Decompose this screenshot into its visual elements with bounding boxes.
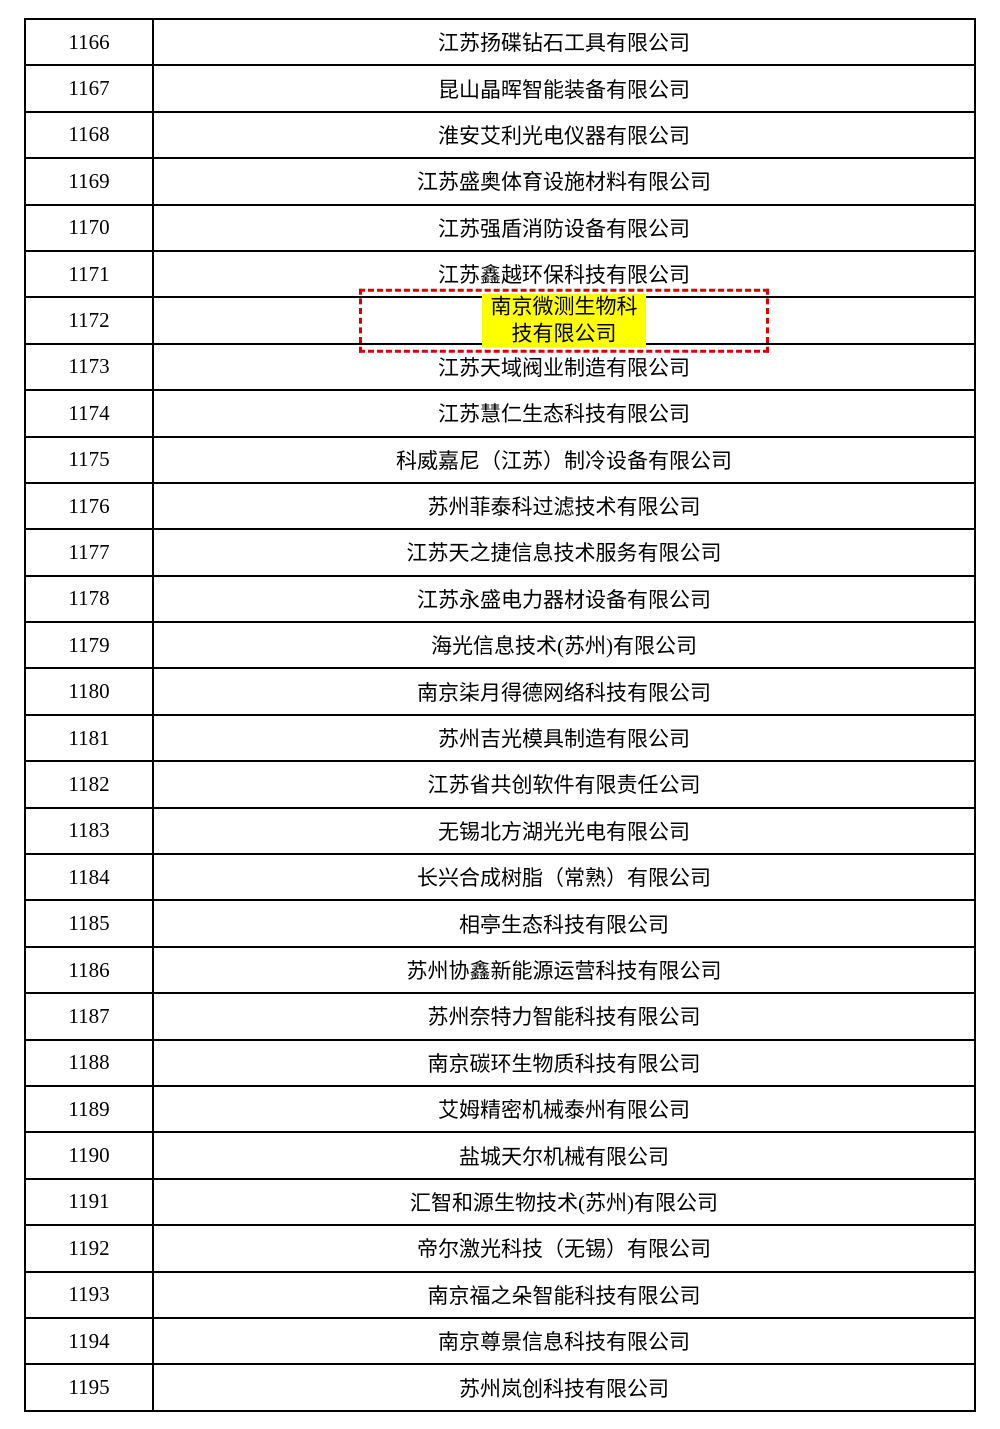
company-name-cell: 江苏扬碟钻石工具有限公司 (153, 19, 975, 65)
company-name-cell: 南京福之朵智能科技有限公司 (153, 1272, 975, 1318)
table-row: 1174江苏慧仁生态科技有限公司 (25, 390, 975, 436)
company-name-cell: 江苏省共创软件有限责任公司 (153, 761, 975, 807)
row-number-cell: 1183 (25, 808, 153, 854)
row-number-cell: 1191 (25, 1179, 153, 1225)
row-number-cell: 1168 (25, 112, 153, 158)
company-name-cell: 苏州奈特力智能科技有限公司 (153, 993, 975, 1039)
row-number-cell: 1177 (25, 529, 153, 575)
row-number-cell: 1167 (25, 65, 153, 111)
table-row: 1167昆山晶晖智能装备有限公司 (25, 65, 975, 111)
table-row: 1188南京碳环生物质科技有限公司 (25, 1040, 975, 1086)
row-number-cell: 1189 (25, 1086, 153, 1132)
row-number-cell: 1182 (25, 761, 153, 807)
row-number-cell: 1179 (25, 622, 153, 668)
row-number-cell: 1178 (25, 576, 153, 622)
table-row: 1178江苏永盛电力器材设备有限公司 (25, 576, 975, 622)
company-name-cell: 南京尊景信息科技有限公司 (153, 1318, 975, 1364)
row-number-cell: 1186 (25, 947, 153, 993)
row-number-cell: 1176 (25, 483, 153, 529)
row-number-cell: 1180 (25, 668, 153, 714)
company-name-cell: 苏州菲泰科过滤技术有限公司 (153, 483, 975, 529)
table-row: 1183无锡北方湖光光电有限公司 (25, 808, 975, 854)
company-name-cell: 江苏强盾消防设备有限公司 (153, 205, 975, 251)
company-name-cell: 江苏永盛电力器材设备有限公司 (153, 576, 975, 622)
table-row: 1194南京尊景信息科技有限公司 (25, 1318, 975, 1364)
company-name-cell: 江苏天之捷信息技术服务有限公司 (153, 529, 975, 575)
table-row: 1172南京微测生物科技有限公司 (25, 297, 975, 343)
table-row: 1176苏州菲泰科过滤技术有限公司 (25, 483, 975, 529)
row-number-cell: 1171 (25, 251, 153, 297)
table-body: 1166江苏扬碟钻石工具有限公司1167昆山晶晖智能装备有限公司1168淮安艾利… (25, 19, 975, 1411)
table-row: 1186苏州协鑫新能源运营科技有限公司 (25, 947, 975, 993)
row-number-cell: 1185 (25, 900, 153, 946)
row-number-cell: 1173 (25, 344, 153, 390)
table-row: 1177江苏天之捷信息技术服务有限公司 (25, 529, 975, 575)
company-name-cell: 江苏天域阀业制造有限公司 (153, 344, 975, 390)
company-name-cell: 汇智和源生物技术(苏州)有限公司 (153, 1179, 975, 1225)
company-name-cell: 无锡北方湖光光电有限公司 (153, 808, 975, 854)
row-number-cell: 1190 (25, 1132, 153, 1178)
company-name-cell: 苏州岚创科技有限公司 (153, 1364, 975, 1410)
row-number-cell: 1193 (25, 1272, 153, 1318)
table-row: 1166江苏扬碟钻石工具有限公司 (25, 19, 975, 65)
table-row: 1193南京福之朵智能科技有限公司 (25, 1272, 975, 1318)
page-container: 1166江苏扬碟钻石工具有限公司1167昆山晶晖智能装备有限公司1168淮安艾利… (0, 0, 1000, 1429)
company-name-cell: 相亭生态科技有限公司 (153, 900, 975, 946)
row-number-cell: 1194 (25, 1318, 153, 1364)
table-row: 1170江苏强盾消防设备有限公司 (25, 205, 975, 251)
table-row: 1187苏州奈特力智能科技有限公司 (25, 993, 975, 1039)
table-row: 1195苏州岚创科技有限公司 (25, 1364, 975, 1410)
table-row: 1191汇智和源生物技术(苏州)有限公司 (25, 1179, 975, 1225)
company-name-cell: 长兴合成树脂（常熟）有限公司 (153, 854, 975, 900)
table-row: 1184长兴合成树脂（常熟）有限公司 (25, 854, 975, 900)
table-row: 1179海光信息技术(苏州)有限公司 (25, 622, 975, 668)
company-name-cell: 江苏盛奥体育设施材料有限公司 (153, 158, 975, 204)
row-number-cell: 1170 (25, 205, 153, 251)
table-row: 1190盐城天尔机械有限公司 (25, 1132, 975, 1178)
company-name-cell: 淮安艾利光电仪器有限公司 (153, 112, 975, 158)
table-row: 1192帝尔激光科技（无锡）有限公司 (25, 1225, 975, 1271)
company-name-cell: 科威嘉尼（江苏）制冷设备有限公司 (153, 437, 975, 483)
row-number-cell: 1172 (25, 297, 153, 343)
row-number-cell: 1169 (25, 158, 153, 204)
company-name-cell: 南京柒月得德网络科技有限公司 (153, 668, 975, 714)
company-name-cell: 昆山晶晖智能装备有限公司 (153, 65, 975, 111)
company-name-cell: 海光信息技术(苏州)有限公司 (153, 622, 975, 668)
table-row: 1189艾姆精密机械泰州有限公司 (25, 1086, 975, 1132)
row-number-cell: 1174 (25, 390, 153, 436)
table-row: 1169江苏盛奥体育设施材料有限公司 (25, 158, 975, 204)
table-row: 1185相亭生态科技有限公司 (25, 900, 975, 946)
row-number-cell: 1166 (25, 19, 153, 65)
company-name-cell: 南京微测生物科技有限公司 (153, 297, 975, 343)
row-number-cell: 1188 (25, 1040, 153, 1086)
table-row: 1180南京柒月得德网络科技有限公司 (25, 668, 975, 714)
row-number-cell: 1184 (25, 854, 153, 900)
company-table: 1166江苏扬碟钻石工具有限公司1167昆山晶晖智能装备有限公司1168淮安艾利… (24, 18, 976, 1412)
company-name-cell: 苏州协鑫新能源运营科技有限公司 (153, 947, 975, 993)
company-name-cell: 南京碳环生物质科技有限公司 (153, 1040, 975, 1086)
row-number-cell: 1187 (25, 993, 153, 1039)
company-name-cell: 江苏慧仁生态科技有限公司 (153, 390, 975, 436)
company-name-cell: 帝尔激光科技（无锡）有限公司 (153, 1225, 975, 1271)
company-name-cell: 苏州吉光模具制造有限公司 (153, 715, 975, 761)
company-name-cell: 盐城天尔机械有限公司 (153, 1132, 975, 1178)
table-row: 1168淮安艾利光电仪器有限公司 (25, 112, 975, 158)
table-row: 1173江苏天域阀业制造有限公司 (25, 344, 975, 390)
table-row: 1175科威嘉尼（江苏）制冷设备有限公司 (25, 437, 975, 483)
row-number-cell: 1175 (25, 437, 153, 483)
company-name-text: 南京微测生物科技有限公司 (482, 293, 646, 348)
row-number-cell: 1195 (25, 1364, 153, 1410)
table-row: 1181苏州吉光模具制造有限公司 (25, 715, 975, 761)
company-name-cell: 艾姆精密机械泰州有限公司 (153, 1086, 975, 1132)
row-number-cell: 1192 (25, 1225, 153, 1271)
table-row: 1182江苏省共创软件有限责任公司 (25, 761, 975, 807)
row-number-cell: 1181 (25, 715, 153, 761)
